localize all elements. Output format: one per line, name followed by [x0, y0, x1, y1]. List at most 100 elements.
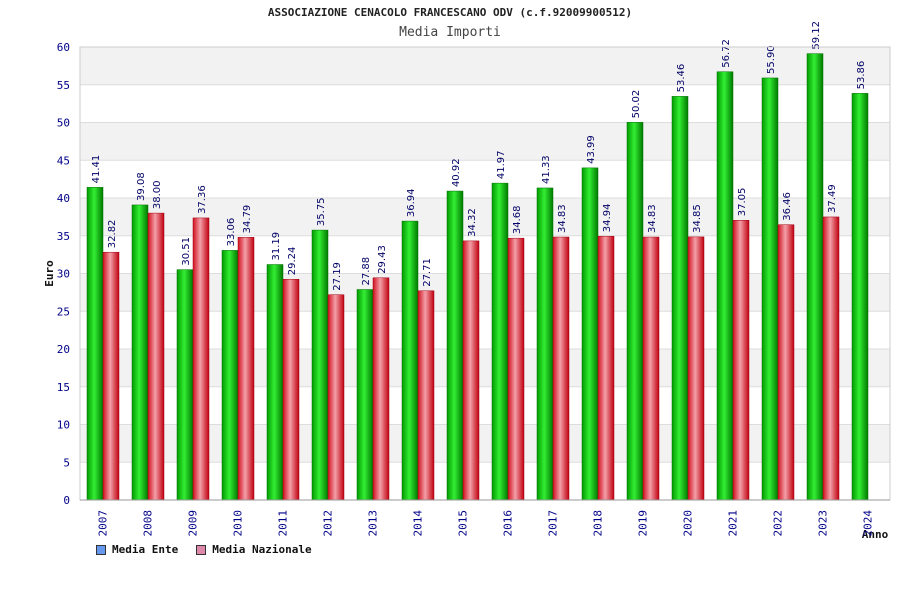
x-tick-label: 2016: [502, 510, 515, 537]
data-label: 39.08: [136, 172, 147, 201]
grid-band: [80, 424, 890, 463]
legend-label-nazionale: Media Nazionale: [212, 543, 312, 556]
data-label: 36.94: [406, 188, 417, 217]
y-tick-label: 35: [57, 230, 70, 243]
grid-band: [80, 311, 890, 349]
legend-label-ente: Media Ente: [112, 543, 179, 556]
grid-band: [80, 122, 890, 161]
bar-media-nazionale: [777, 224, 795, 501]
grid-band: [80, 47, 890, 85]
bar-media-ente: [131, 204, 149, 501]
data-label: 36.46: [782, 192, 793, 221]
data-label: 31.19: [271, 232, 282, 261]
legend: Media Ente Media Nazionale: [96, 543, 312, 556]
grid-band: [80, 198, 890, 236]
data-label: 30.51: [181, 237, 192, 266]
data-label: 34.94: [602, 204, 613, 233]
data-label: 34.85: [692, 204, 703, 233]
legend-item-nazionale: Media Nazionale: [196, 543, 312, 556]
bar-media-nazionale: [687, 236, 705, 501]
x-tick-label: 2013: [367, 510, 380, 537]
data-label: 38.00: [152, 180, 163, 209]
y-axis-label: Euro: [43, 260, 56, 287]
bar-media-ente: [716, 71, 734, 501]
x-tick-label: 2017: [547, 510, 560, 537]
legend-swatch-nazionale: [196, 544, 207, 555]
x-tick-label: 2009: [187, 510, 200, 537]
y-tick-label: 55: [57, 79, 70, 92]
bar-media-nazionale: [642, 236, 660, 501]
data-label: 35.75: [316, 197, 327, 226]
bar-media-ente: [356, 289, 374, 501]
data-label: 27.19: [332, 262, 343, 291]
bar-media-ente: [176, 269, 194, 501]
bar-media-ente: [536, 187, 554, 501]
x-axis-label: Anno: [862, 528, 889, 541]
data-label: 27.88: [361, 257, 372, 286]
grid-band: [80, 349, 890, 387]
bar-media-nazionale: [732, 220, 750, 501]
grid-band: [80, 386, 890, 425]
bar-media-nazionale: [102, 251, 120, 501]
data-label: 34.32: [467, 208, 478, 237]
x-tick-label: 2008: [142, 510, 155, 537]
data-label: 55.90: [766, 45, 777, 74]
legend-swatch-ente: [96, 544, 106, 555]
grid-band: [80, 84, 890, 123]
grid-band: [80, 235, 890, 274]
data-label: 53.46: [676, 64, 687, 93]
x-tick-label: 2021: [727, 510, 740, 537]
data-label: 43.99: [586, 135, 597, 164]
bar-media-nazionale: [822, 216, 840, 501]
x-tick-label: 2024: [862, 510, 875, 537]
data-label: 34.83: [557, 204, 568, 233]
grid-band: [80, 462, 890, 500]
chart-subtitle: Media Importi: [399, 25, 501, 40]
data-label: 27.71: [422, 258, 433, 287]
bar-media-nazionale: [237, 237, 255, 501]
bar-media-nazionale: [507, 237, 525, 501]
grid: [80, 46, 890, 501]
data-label: 29.43: [377, 245, 388, 274]
data-label: 40.92: [451, 158, 462, 187]
data-label: 34.83: [647, 204, 658, 233]
bar-media-nazionale: [147, 212, 165, 501]
legend-item-ente: Media Ente: [96, 543, 178, 556]
bar-media-ente: [761, 77, 779, 501]
chart-title: ASSOCIAZIONE CENACOLO FRANCESCANO ODV (c…: [267, 6, 633, 19]
y-tick-label: 50: [57, 117, 70, 130]
grid-band: [80, 273, 890, 312]
bar-media-ente: [671, 96, 689, 501]
bar-media-ente: [851, 93, 869, 501]
bars: [86, 53, 869, 501]
data-label: 34.68: [512, 206, 523, 235]
data-label: 59.12: [811, 21, 822, 50]
y-tick-label: 10: [57, 419, 70, 432]
bar-media-nazionale: [372, 277, 390, 501]
data-label: 37.36: [197, 185, 208, 214]
bar-media-ente: [491, 182, 509, 501]
bar-media-ente: [626, 122, 644, 501]
data-label: 33.06: [226, 218, 237, 247]
data-labels: 41.41 32.82 39.08 38.00 30.51 37.36 33.06 34.79…: [91, 21, 867, 291]
y-tick-label: 45: [57, 154, 70, 167]
bar-media-nazionale: [552, 236, 570, 501]
y-tick-label: 5: [63, 456, 70, 469]
data-label: 29.24: [287, 247, 298, 276]
bar-media-ente: [446, 190, 464, 501]
y-tick-label: 25: [57, 305, 70, 318]
bar-media-nazionale: [192, 217, 210, 501]
x-tick-label: 2012: [322, 510, 335, 537]
data-label: 37.49: [827, 184, 838, 213]
x-tick-label: 2010: [232, 510, 245, 537]
x-tick-label: 2011: [277, 510, 290, 537]
bar-media-ente: [401, 220, 419, 501]
bar-media-nazionale: [417, 290, 435, 501]
data-label: 41.41: [91, 155, 102, 184]
data-label: 32.82: [107, 220, 118, 249]
data-label: 34.79: [242, 205, 253, 234]
x-tick-label: 2020: [682, 510, 695, 537]
y-tick-label: 20: [57, 343, 70, 356]
data-label: 50.02: [631, 90, 642, 119]
data-label: 41.33: [541, 155, 552, 184]
